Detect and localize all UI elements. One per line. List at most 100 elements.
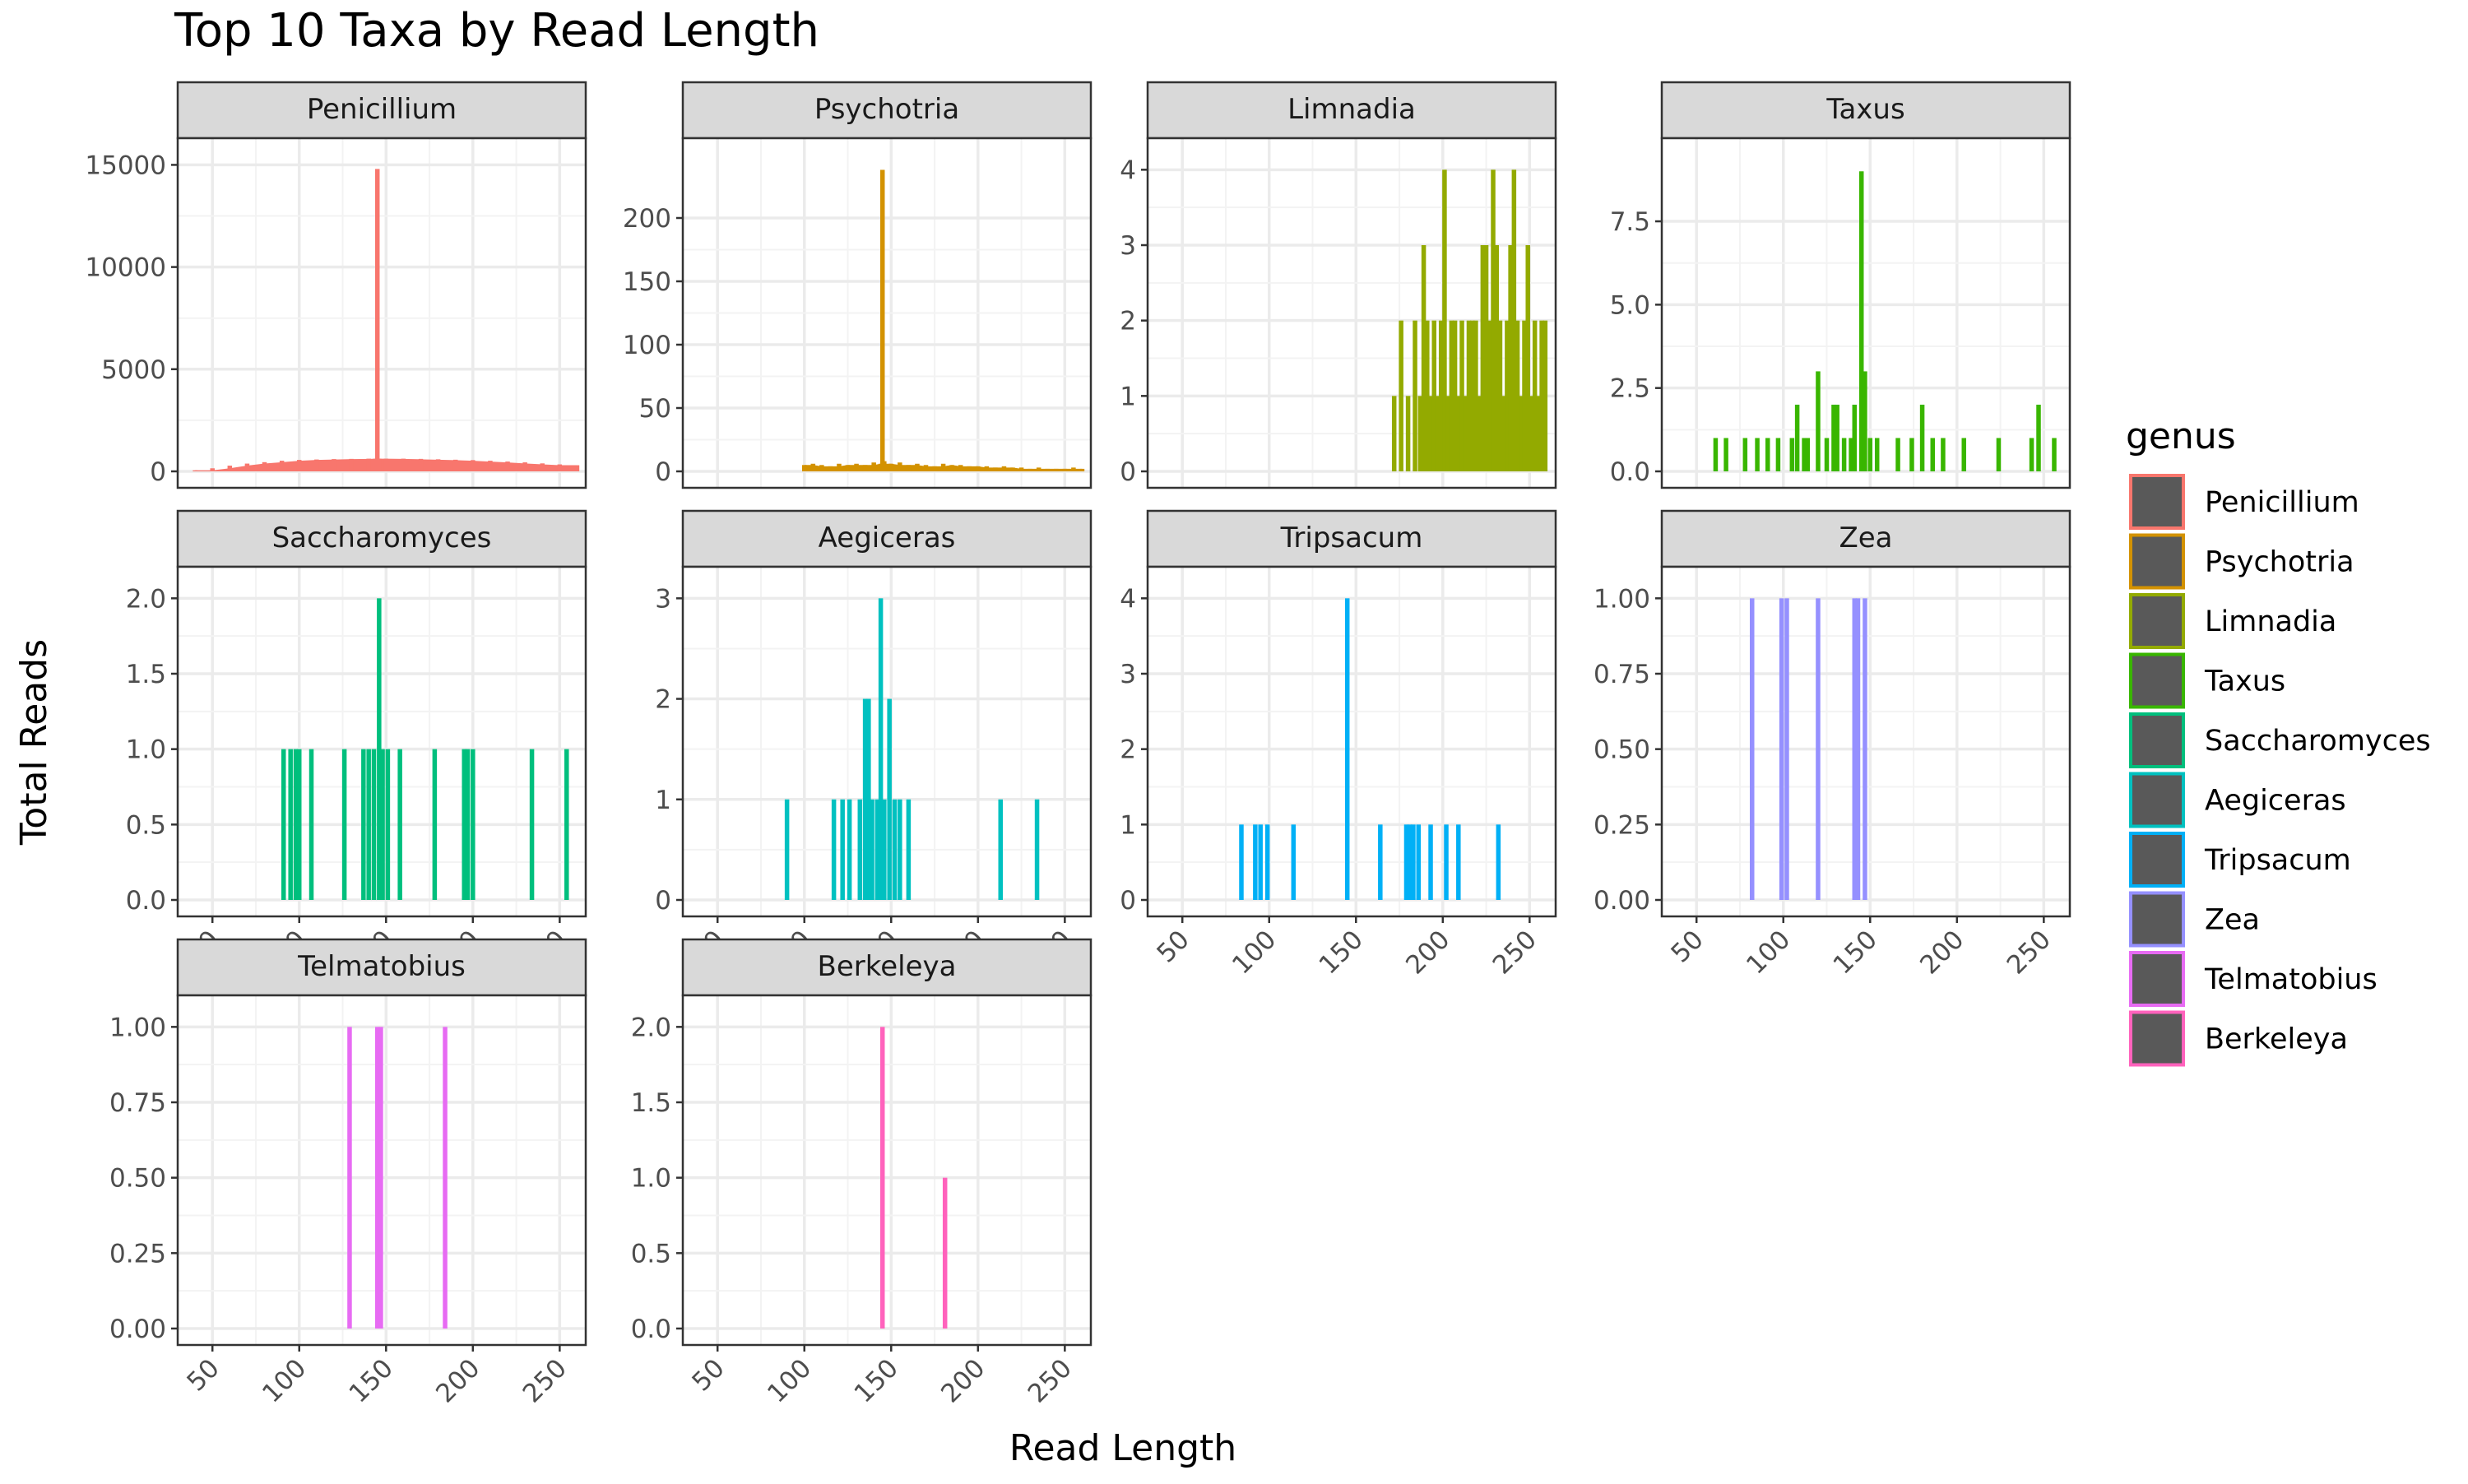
bar-saccharomyces-107 [308,749,314,900]
y-tick-label: 5000 [101,355,166,385]
x-tick-label: 100 [1227,925,1282,980]
bar-saccharomyces-126 [341,749,347,900]
bar-limnadia-195 [1431,320,1437,471]
bar-tripsacum-193 [1428,824,1433,900]
legend-item-saccharomyces: Saccharomyces [2129,712,2431,768]
panel-border-penicillium [176,137,587,489]
y-tick-label: 1.0 [631,1164,671,1194]
bar-psychotria-170 [923,465,929,471]
bar-limnadia-176 [1399,320,1403,471]
bar-saccharomyces-140 [366,749,371,900]
bar-zea-82 [1750,598,1755,900]
bar-taxus-105 [1789,438,1795,471]
bar-aegiceras-155 [898,799,902,900]
bar-tripsacum-181 [1407,824,1413,900]
panel-strip-label-psychotria: Psychotria [814,93,959,126]
bar-penicillium-180 [435,459,441,471]
y-tick-label: 4 [1120,155,1136,185]
bar-taxus-125 [1824,438,1830,471]
y-tick-label: 0 [655,886,671,916]
y-tick-label: 3 [655,584,671,614]
bar-limnadia-219 [1473,320,1478,471]
bar-penicillium-210 [488,461,493,471]
legend-label-penicillium: Penicillium [2205,486,2359,519]
y-tick-label: 0.25 [1594,810,1650,840]
bar-psychotria-220 [1010,467,1015,471]
panel-strip-aegiceras [681,509,1093,568]
panel-border-aegiceras [681,565,1093,918]
bar-saccharomyces-95 [288,749,293,900]
bar-saccharomyces-146 [377,598,382,900]
y-tick-label: 0.00 [109,1315,166,1344]
panel-psychotria: Psychotria 0 50 100 150 200 [623,81,1093,489]
bar-berkeleya-145 [879,1027,885,1329]
bar-aegiceras-144 [878,598,884,900]
bar-aegiceras-122 [840,799,845,900]
bar-zea-147 [1863,598,1867,900]
bar-psychotria-115 [828,466,833,471]
legend-key-berkeleya [2129,1010,2185,1067]
y-tick-label: 1.00 [109,1013,166,1042]
bar-taxus-61 [1713,438,1719,471]
bar-psychotria-190 [958,465,963,471]
bar-tripsacum-92 [1253,824,1258,900]
y-tick-label: 2 [1120,735,1136,765]
panel-strip-saccharomyces [176,509,587,568]
bar-limnadia-225 [1483,245,1489,471]
bar-limnadia-191 [1425,320,1430,471]
y-tick-label: 2.0 [631,1013,671,1042]
bar-psychotria-165 [915,463,920,471]
x-tick-label: 100 [1741,925,1796,980]
bar-psychotria-160 [906,465,912,471]
bar-aegiceras-149 [887,698,892,900]
bar-telmatobius-129 [347,1027,352,1329]
panel-border-tripsacum [1146,565,1557,918]
bar-aegiceras-90 [784,799,790,900]
bar-penicillium-240 [540,463,545,471]
bar-psychotria-105 [810,463,816,471]
bar-limnadia-197 [1435,396,1440,471]
bar-aegiceras-152 [892,799,898,900]
x-tick-label: 150 [849,1353,904,1408]
legend-item-taxus: Taxus [2129,652,2285,709]
bar-taxus-256 [2052,438,2057,471]
y-tick-label: 1.5 [631,1088,671,1118]
y-tick-label: 2.0 [126,584,166,614]
panel-berkeleya: Berkeleya 0.0 0.5 1.0 1.5 2.0 50 100 150 200 250 [631,938,1093,1409]
legend-item-limnadia: Limnadia [2129,593,2336,649]
bar-saccharomyces-143 [371,749,377,900]
bar-aegiceras-142 [874,799,880,900]
bar-saccharomyces-178 [432,749,438,900]
panel-strip-berkeleya [681,938,1093,997]
bar-tripsacum-99 [1264,824,1270,900]
legend-label-psychotria: Psychotria [2205,546,2354,579]
y-tick-label: 0 [150,457,166,487]
y-tick-label: 0.75 [1594,660,1650,689]
legend-key-taxus [2129,652,2185,709]
bar-tripsacum-232 [1496,824,1501,900]
bar-penicillium-170 [418,458,424,471]
x-axis-title: Read Length [1009,1427,1236,1469]
bar-limnadia-187 [1417,396,1423,471]
bar-penicillium-70 [244,463,250,471]
legend-item-tripsacum: Tripsacum [2129,832,2351,888]
bar-tripsacum-186 [1416,824,1422,900]
bar-limnadia-229 [1491,169,1496,472]
x-tick-label: 250 [1023,1353,1078,1408]
legend-label-berkeleya: Berkeleya [2205,1023,2348,1056]
panel-border-zea [1660,565,2071,918]
bar-taxus-135 [1841,438,1847,471]
panel-strip-label-limnadia: Limnadia [1287,93,1416,126]
bar-taxus-174 [1909,438,1914,471]
y-tick-label: 0.5 [126,810,166,840]
bar-psychotria-230 [1028,468,1032,471]
bar-psychotria-185 [949,465,954,471]
panel-strip-psychotria [681,81,1093,140]
bar-psychotria-146 [882,461,887,471]
y-tick-label: 150 [623,267,671,297]
bar-psychotria-245 [1054,468,1059,471]
x-tick-label: 250 [2002,925,2057,980]
legend-key-zea [2129,891,2185,948]
y-tick-label: 0 [1120,457,1136,487]
panel-border-psychotria [681,137,1093,489]
